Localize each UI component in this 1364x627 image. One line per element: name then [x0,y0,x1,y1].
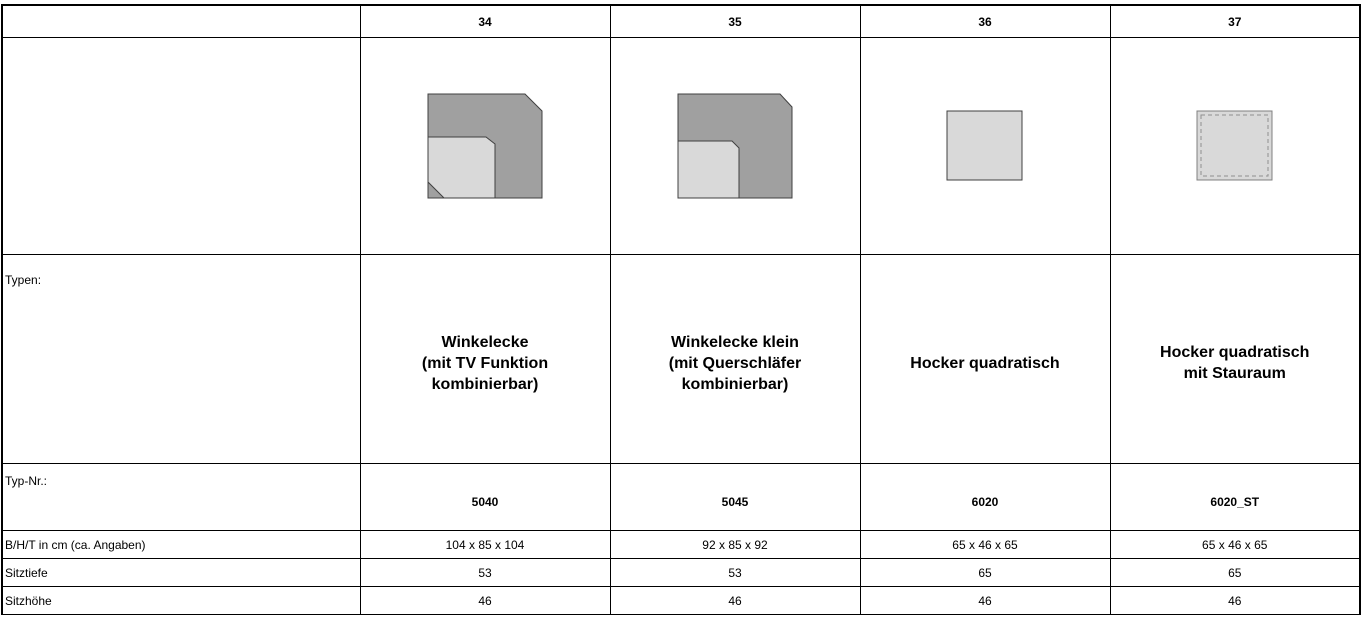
sitztiefe-value: 65 [1228,565,1242,580]
type-cell: Hocker quadratisch mit Stauraum [1109,254,1361,464]
sitztiefe-cell: 53 [359,558,611,587]
small-corner-sofa-icon [677,93,793,199]
typ-nr-cell: 6020_ST [1109,463,1361,531]
typ-nr-cell: 5045 [609,463,861,531]
sitztiefe-value: 53 [728,565,742,580]
sitzhoehe-cell: 46 [359,586,611,615]
product-spec-table: 34 35 36 37 [1,4,1361,615]
sitztiefe-label: Sitztiefe [5,565,48,580]
sitzhoehe-label-cell: Sitzhöhe [1,586,361,615]
dimensions-value: 65 x 46 x 65 [1202,537,1268,552]
type-name: Hocker quadratisch mit Stauraum [1160,344,1310,382]
dimensions-value: 104 x 85 x 104 [445,537,525,552]
header-empty-cell [1,4,361,38]
column-number: 37 [1109,4,1361,38]
sitzhoehe-row: Sitzhöhe 46 46 46 46 [1,586,1361,615]
dimensions-value: 65 x 46 x 65 [952,537,1018,552]
sitzhoehe-cell: 46 [859,586,1111,615]
image-row [1,37,1361,255]
image-cell [859,37,1111,255]
typ-nr-cell: 6020 [859,463,1111,531]
sitztiefe-value: 65 [978,565,992,580]
sitzhoehe-cell: 46 [609,586,861,615]
sitzhoehe-value: 46 [978,593,992,608]
type-cell: Winkelecke klein (mit Querschläfer kombi… [609,254,861,464]
type-name: Hocker quadratisch [910,354,1060,372]
typ-nr-value: 5040 [471,495,499,509]
storage-stool-icon [1196,110,1273,181]
image-cell [609,37,861,255]
dimensions-row: B/H/T in cm (ca. Angaben) 104 x 85 x 104… [1,530,1361,559]
dimensions-cell: 65 x 46 x 65 [1109,530,1361,559]
column-number: 35 [609,4,861,38]
sitztiefe-value: 53 [478,565,492,580]
type-name: Winkelecke (mit TV Funktion kombinierbar… [421,333,549,393]
typ-nr-label: Typ-Nr.: [5,474,48,488]
typ-nr-row: Typ-Nr.: 5040 5045 6020 6020_ST [1,463,1361,531]
sitztiefe-cell: 53 [609,558,861,587]
column-number: 34 [359,4,611,38]
dimensions-cell: 104 x 85 x 104 [359,530,611,559]
sitztiefe-label-cell: Sitztiefe [1,558,361,587]
typ-nr-value: 5045 [721,495,749,509]
dimensions-label: B/H/T in cm (ca. Angaben) [5,537,146,552]
typ-nr-label-cell: Typ-Nr.: [1,463,361,531]
sitzhoehe-value: 46 [728,593,742,608]
types-label-cell: Typen: [1,254,361,464]
sitzhoehe-value: 46 [1228,593,1242,608]
dimensions-cell: 92 x 85 x 92 [609,530,861,559]
column-number: 36 [859,4,1111,38]
sitzhoehe-cell: 46 [1109,586,1361,615]
sitztiefe-cell: 65 [859,558,1111,587]
type-cell: Hocker quadratisch [859,254,1111,464]
typ-nr-value: 6020_ST [1210,495,1260,509]
header-row: 34 35 36 37 [1,4,1361,38]
types-row: Typen: Winkelecke (mit TV Funktion kombi… [1,254,1361,464]
dimensions-value: 92 x 85 x 92 [702,537,768,552]
sitztiefe-cell: 65 [1109,558,1361,587]
types-label: Typen: [5,273,42,287]
image-cell [1109,37,1361,255]
sitzhoehe-value: 46 [478,593,492,608]
type-cell: Winkelecke (mit TV Funktion kombinierbar… [359,254,611,464]
type-name: Winkelecke klein (mit Querschläfer kombi… [668,333,802,393]
image-empty-cell [1,37,361,255]
sitzhoehe-label: Sitzhöhe [5,593,52,608]
typ-nr-cell: 5040 [359,463,611,531]
dimensions-label-cell: B/H/T in cm (ca. Angaben) [1,530,361,559]
typ-nr-value: 6020 [971,495,999,509]
square-stool-icon [946,110,1023,181]
image-cell [359,37,611,255]
dimensions-cell: 65 x 46 x 65 [859,530,1111,559]
corner-sofa-icon [427,93,543,199]
sitztiefe-row: Sitztiefe 53 53 65 65 [1,558,1361,587]
